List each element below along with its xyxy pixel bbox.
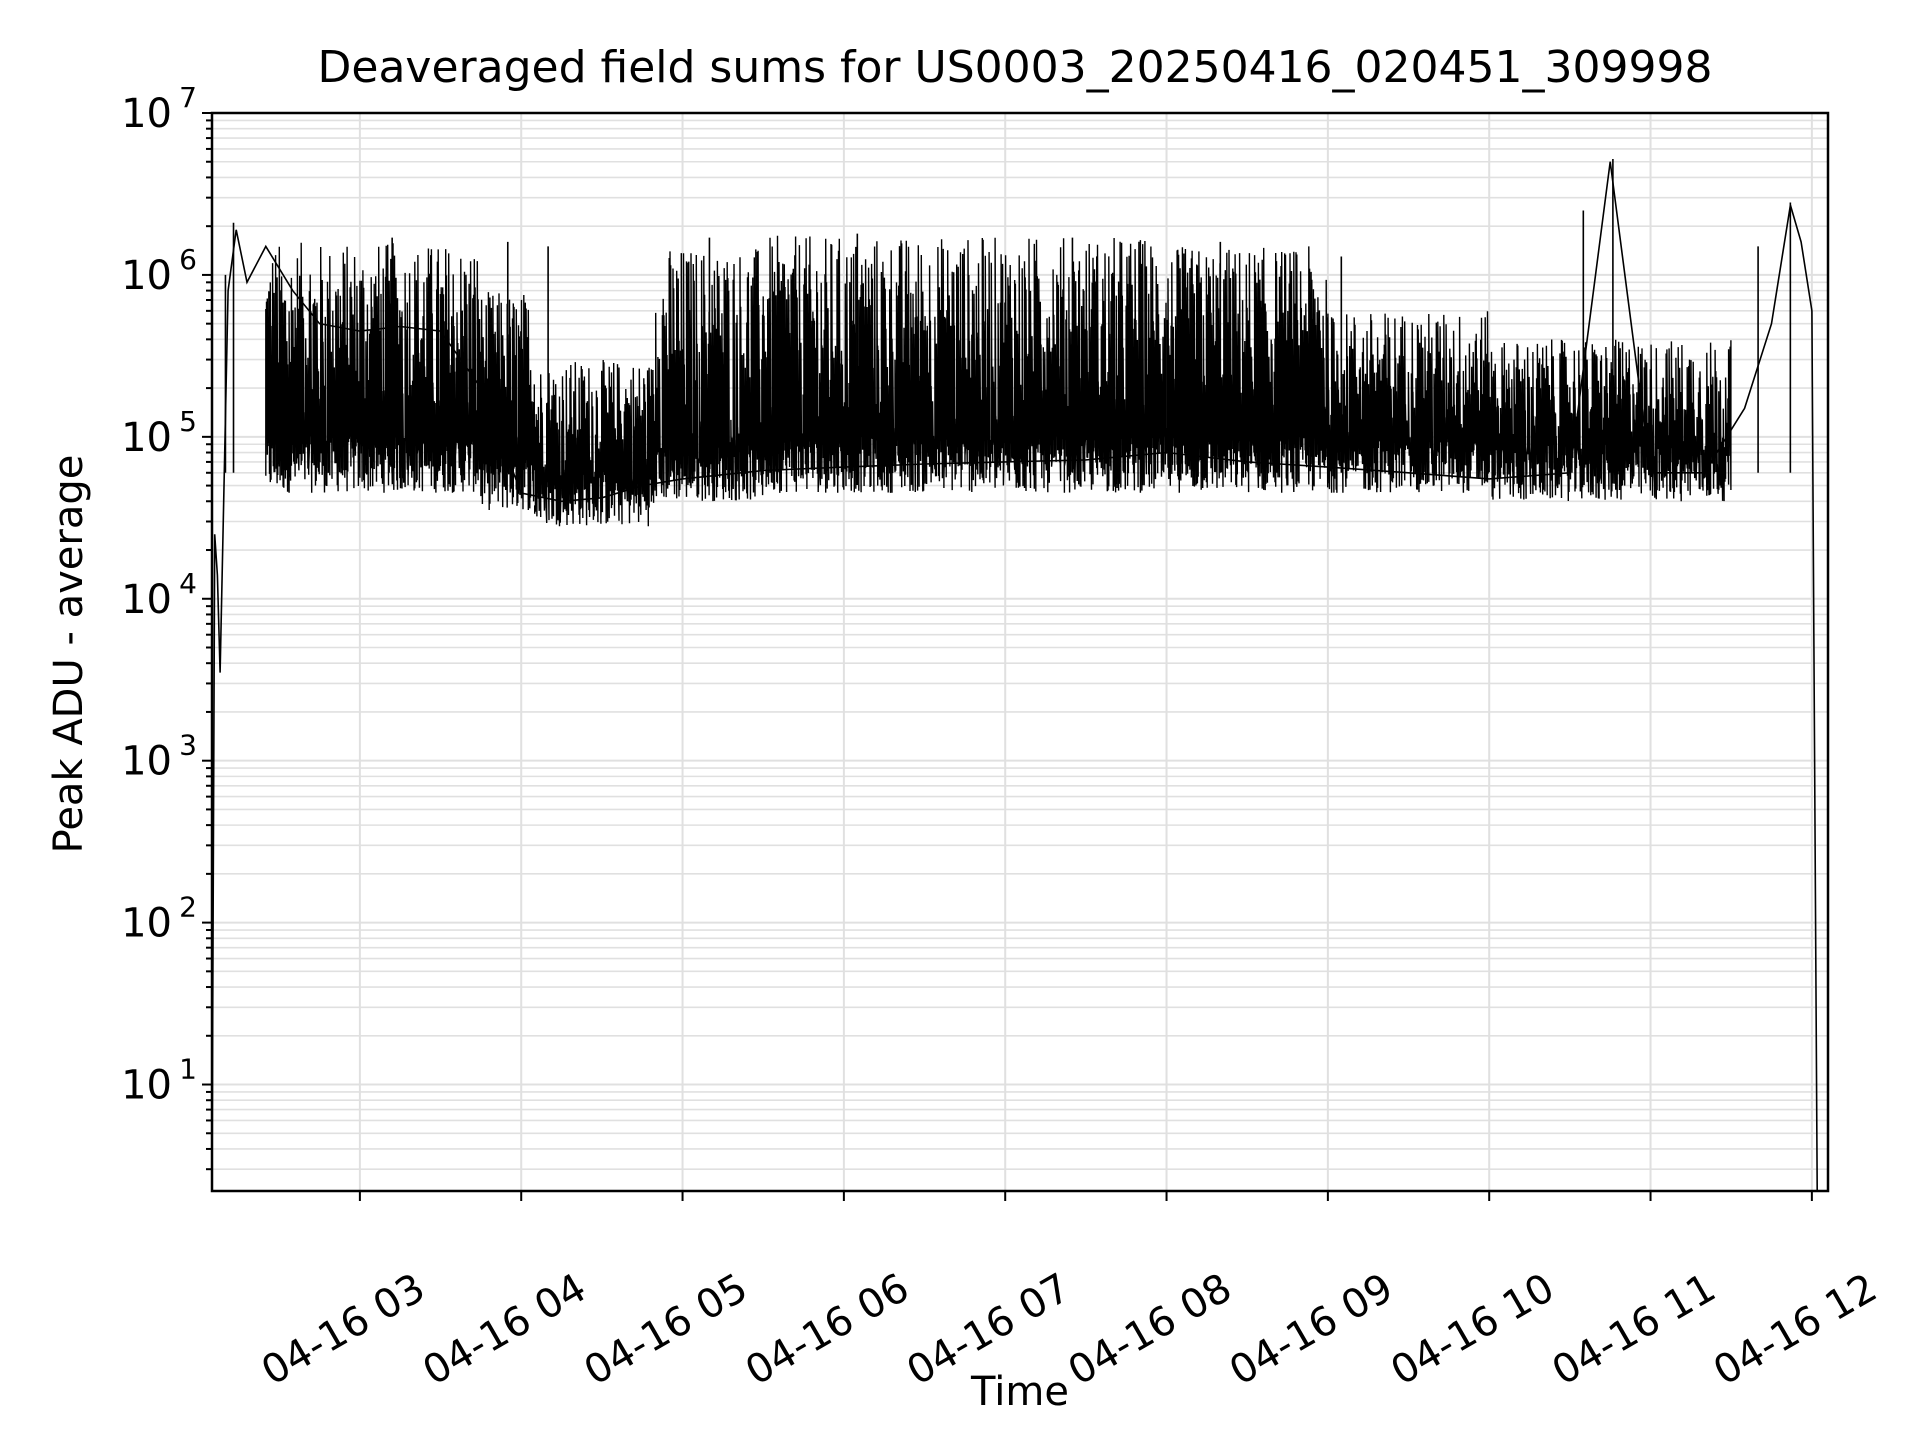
y-tick-label-exponent: 3 <box>179 729 197 762</box>
plot-frame <box>210 111 1830 1193</box>
series-band-trace <box>265 242 481 493</box>
chart-title: Deaveraged field sums for US0003_2025041… <box>318 42 1713 93</box>
series-band-trace <box>534 359 656 527</box>
y-tick-label-exponent: 5 <box>179 405 197 438</box>
y-tick-label: 10 <box>121 415 172 461</box>
series-band-trace <box>1165 246 1329 493</box>
y-tick-label-exponent: 2 <box>179 891 197 924</box>
series-band-trace <box>762 235 1167 493</box>
series-band-trace <box>1327 311 1490 493</box>
y-tick-label-exponent: 7 <box>179 81 197 114</box>
y-tick-label-exponent: 6 <box>179 243 197 276</box>
y-tick-label: 10 <box>121 1063 172 1109</box>
data-layer <box>211 158 1818 1192</box>
y-tick-label: 10 <box>121 91 172 137</box>
y-tick-label: 10 <box>121 577 172 623</box>
series-line <box>211 161 1818 1192</box>
series-band-trace <box>1488 339 1732 502</box>
y-tick-label-exponent: 4 <box>179 567 197 600</box>
y-tick-label: 10 <box>121 739 172 785</box>
y-tick-label: 10 <box>121 901 172 947</box>
x-axis-label: Time <box>970 1369 1069 1415</box>
y-axis-label: Peak ADU - average <box>46 455 92 854</box>
y-tick-label: 10 <box>121 253 172 299</box>
grid-layer <box>212 113 1828 1191</box>
y-tick-label-exponent: 1 <box>179 1053 197 1086</box>
